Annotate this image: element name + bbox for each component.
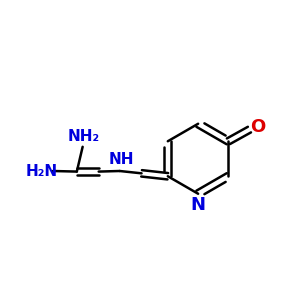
Text: O: O — [250, 118, 265, 136]
Text: NH₂: NH₂ — [68, 129, 100, 144]
Text: NH: NH — [108, 152, 134, 167]
Text: N: N — [190, 196, 206, 214]
Text: H₂N: H₂N — [26, 164, 58, 178]
